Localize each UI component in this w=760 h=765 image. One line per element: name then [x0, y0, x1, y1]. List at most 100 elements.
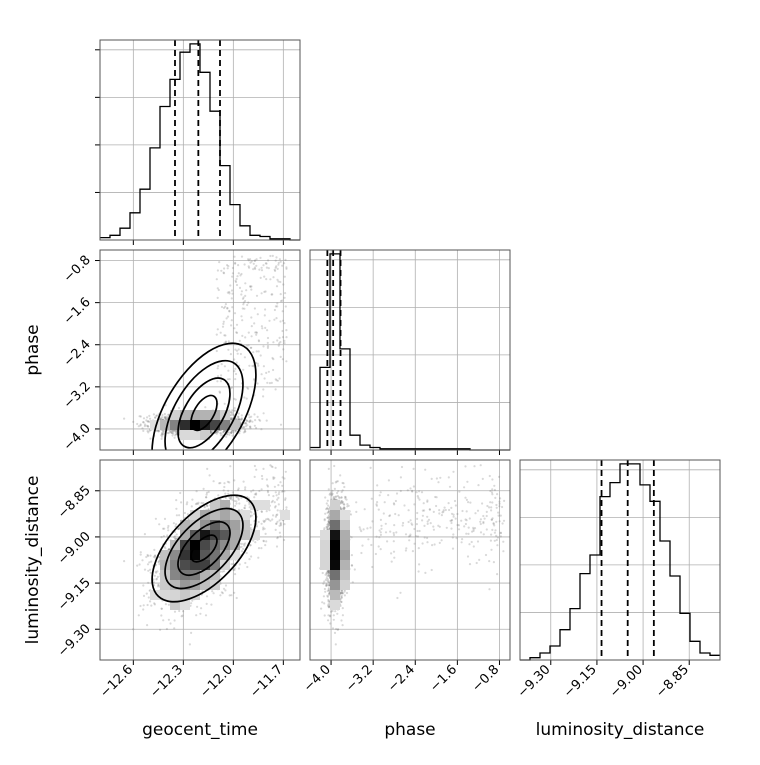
scatter-point [275, 378, 277, 380]
scatter-point [261, 327, 263, 329]
scatter-point [173, 522, 175, 524]
scatter-point [248, 332, 250, 334]
scatter-point [269, 255, 271, 257]
scatter-point [227, 490, 229, 492]
scatter-point [174, 434, 176, 436]
scatter-point [175, 523, 177, 525]
scatter-point [246, 420, 248, 422]
scatter-point [279, 535, 281, 537]
scatter-point [255, 334, 257, 336]
scatter-point [243, 296, 245, 298]
scatter-point [261, 373, 263, 375]
scatter-point [284, 259, 286, 261]
scatter-point [167, 432, 169, 434]
scatter-point [174, 619, 176, 621]
scatter-point [263, 540, 265, 542]
scatter-point [132, 628, 134, 630]
scatter-point [140, 551, 142, 553]
scatter-point [145, 419, 147, 421]
scatter-point [240, 293, 242, 295]
scatter-point [271, 518, 273, 520]
scatter-point [280, 261, 282, 263]
scatter-point [276, 305, 278, 307]
scatter-point [232, 491, 234, 493]
scatter-point [217, 365, 219, 367]
scatter-point [132, 421, 134, 423]
scatter-point [283, 262, 285, 264]
scatter-point [263, 276, 265, 278]
scatter-point [250, 490, 252, 492]
scatter-point [223, 334, 225, 336]
scatter-point [224, 403, 226, 405]
scatter-point [272, 495, 274, 497]
scatter-point [239, 563, 241, 565]
scatter-point [178, 610, 180, 612]
scatter-point [237, 416, 239, 418]
scatter-point [279, 281, 281, 283]
scatter-point [226, 317, 228, 319]
panel-phase-vs-phase [310, 250, 510, 455]
scatter-point [262, 527, 264, 529]
scatter-point [234, 505, 236, 507]
scatter-point [284, 292, 286, 294]
scatter-point [219, 594, 221, 596]
scatter-point [220, 434, 222, 436]
scatter-point [282, 336, 284, 338]
scatter-point [223, 272, 225, 274]
scatter-point [249, 421, 251, 423]
scatter-point [227, 267, 229, 269]
scatter-point [167, 527, 169, 529]
scatter-point [221, 363, 223, 365]
scatter-point [225, 436, 227, 438]
scatter-point [261, 267, 263, 269]
scatter-point [226, 307, 228, 309]
scatter-point [149, 555, 151, 557]
scatter-point [275, 529, 277, 531]
scatter-point [220, 380, 222, 382]
scatter-point [143, 417, 145, 419]
scatter-point [123, 560, 125, 562]
scatter-point [141, 427, 143, 429]
scatter-point [249, 426, 251, 428]
scatter-point [248, 558, 250, 560]
scatter-point [260, 277, 262, 279]
scatter-point [149, 600, 151, 602]
scatter-point [283, 342, 285, 344]
scatter-point [233, 592, 235, 594]
scatter-point [280, 424, 282, 426]
scatter-point [273, 319, 275, 321]
scatter-point [264, 544, 266, 546]
scatter-point [233, 358, 235, 360]
scatter-point [282, 348, 284, 350]
scatter-point [154, 417, 156, 419]
scatter-point [253, 322, 255, 324]
scatter-point [161, 608, 163, 610]
scatter-point [144, 533, 146, 535]
scatter-point [261, 475, 263, 477]
scatter-point [278, 491, 280, 493]
scatter-point [272, 369, 274, 371]
scatter-point [235, 418, 237, 420]
scatter-point [157, 576, 159, 578]
scatter-point [282, 358, 284, 360]
scatter-point [138, 614, 140, 616]
scatter-point [243, 396, 245, 398]
scatter-point [235, 500, 237, 502]
scatter-point [236, 275, 238, 277]
scatter-point [280, 300, 282, 302]
scatter-point [239, 287, 241, 289]
scatter-point [259, 257, 261, 259]
scatter-point [241, 256, 243, 258]
scatter-point [149, 418, 151, 420]
scatter-point [171, 432, 173, 434]
scatter-point [238, 502, 240, 504]
scatter-point [159, 418, 161, 420]
scatter-point [236, 278, 238, 280]
scatter-point [269, 382, 271, 384]
scatter-point [221, 591, 223, 593]
scatter-point [136, 565, 138, 567]
scatter-point [240, 353, 242, 355]
scatter-point [277, 536, 279, 538]
scatter-point [142, 584, 144, 586]
scatter-point [141, 559, 143, 561]
